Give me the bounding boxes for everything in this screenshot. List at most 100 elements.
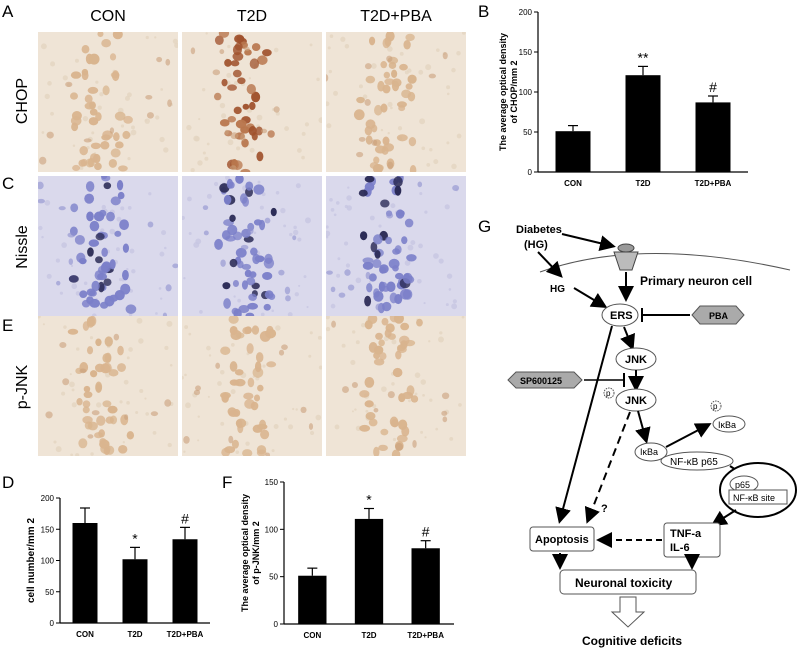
micrograph-pjnk-con [38, 316, 178, 456]
chart-f-xtick-label-1: T2D [361, 631, 376, 640]
chart-b-ylabel: The average optical density of CHOP/mm 2 [498, 33, 519, 151]
node-sp600125 [507, 371, 583, 389]
label-ikba: IκBa [640, 447, 658, 457]
chart-b-ytick-label-0: 0 [528, 168, 533, 177]
label-jnk: JNK [625, 354, 647, 366]
chart-b-bar-0 [555, 131, 591, 172]
chart-d-ylabel: cell number/mm 2 [26, 518, 37, 603]
chart-d-bar-2 [172, 539, 198, 623]
label-sp: SP600125 [520, 376, 562, 386]
label-cell: Primary neuron cell [640, 274, 752, 288]
chart-d-ytick-label-2: 100 [41, 557, 55, 566]
chart-d-sig-1: * [132, 530, 138, 546]
chart-b-bar-2 [695, 102, 731, 172]
chart-b-ytick-label-2: 100 [519, 88, 533, 97]
column-label-t2d-pba: T2D+PBA [360, 8, 432, 25]
node-ikba-phospho [712, 415, 746, 433]
receptor-icon [617, 243, 635, 253]
micrograph-chop-t2d-pba [326, 32, 466, 172]
node-neuronal-toxicity [559, 569, 697, 595]
chart-b-sig-2: # [709, 79, 717, 95]
label-nfkb-site: NF-κB site [733, 493, 775, 503]
label-apoptosis: Apoptosis [535, 534, 589, 546]
node-nfkb-p65 [660, 451, 734, 471]
chart-b: 0 50 100 150 200 CON ** T2D # T2D+PBA The average … [498, 8, 748, 188]
panel-label-f: F [222, 473, 233, 492]
row-label-pjnk: p-JNK [14, 364, 31, 410]
node-jnk-phospho [615, 388, 657, 412]
pathway-diagram: Diabetes (HG) HG Primary neuron cell ERS… [507, 224, 797, 648]
label-il6: IL-6 [670, 542, 690, 554]
chart-d-xtick-label-0: CON [76, 630, 94, 639]
chart-b-bar-1 [625, 75, 661, 172]
chart-b-sig-1: ** [638, 49, 649, 65]
chart-d-ytick-label-1: 50 [45, 588, 54, 597]
column-label-con: CON [90, 8, 126, 25]
node-ikba [634, 442, 668, 462]
svg-text:of p-JNK/mm 2: of p-JNK/mm 2 [251, 521, 261, 585]
chart-d-xtick-label-2: T2D+PBA [167, 630, 204, 639]
micrograph-nissle-t2d-pba [326, 176, 466, 316]
phospho-icon [603, 387, 615, 399]
svg-text:of CHOP/mm 2: of CHOP/mm 2 [509, 60, 519, 123]
panel-label-d: D [2, 473, 15, 492]
chart-b-xtick-label-1: T2D [635, 179, 650, 188]
chart-d-bar-1 [122, 559, 148, 623]
panel-label-g: G [478, 217, 492, 236]
chart-f-xtick-label-2: T2D+PBA [407, 631, 444, 640]
svg-text:The average optical density: The average optical density [498, 33, 508, 151]
label-jnk2: JNK [625, 395, 647, 407]
node-apoptosis [529, 526, 595, 552]
label-tnf: TNF-a [670, 528, 702, 540]
chart-f-sig-1: * [366, 492, 372, 508]
hollow-arrow-icon [610, 596, 646, 628]
chart-b-ytick-label-3: 150 [519, 48, 533, 57]
label-cognitive: Cognitive deficits [582, 634, 682, 648]
row-label-chop: CHOP [14, 77, 31, 125]
node-pba [691, 305, 745, 325]
svg-text:The average optical density: The average optical density [240, 494, 250, 612]
cell-membrane [539, 253, 791, 273]
chart-f-xtick-label-0: CON [303, 631, 321, 640]
micrograph-pjnk-t2d-pba [326, 316, 466, 456]
panel-label-b: B [478, 2, 490, 21]
label-toxicity: Neuronal toxicity [575, 576, 673, 590]
chart-d: 0 50 100 150 200 CON * T2D # T2D+PBA cell number/m… [26, 494, 210, 639]
chart-d-ytick-label-4: 200 [41, 494, 55, 503]
svg-text:cell number/mm 2: cell number/mm 2 [26, 518, 37, 603]
phospho-icon-2 [710, 400, 722, 412]
chart-f-ytick-label-0: 0 [274, 620, 279, 629]
column-label-t2d: T2D [236, 8, 268, 25]
chart-f-bar-2 [411, 548, 440, 624]
chart-d-ytick-label-3: 150 [41, 525, 55, 534]
label-hg-paren: (HG) [524, 239, 548, 251]
panel-label-a: A [2, 2, 14, 21]
chart-d-bar-0 [72, 523, 98, 623]
chart-b-ytick-label-1: 50 [523, 128, 532, 137]
label-ers: ERS [610, 310, 633, 322]
label-p65: p65 [735, 480, 750, 490]
chart-b-ytick-label-4: 200 [519, 8, 533, 17]
chart-b-xtick-label-2: T2D+PBA [695, 179, 732, 188]
micrograph-chop-t2d [182, 32, 322, 172]
chart-f-ytick-label-3: 150 [265, 478, 279, 487]
label-ikba-2: IκBa [718, 420, 736, 430]
chart-f-ylabel: The average optical density of p-JNK/mm 2 [240, 494, 261, 612]
chart-f-ytick-label-2: 100 [265, 525, 279, 534]
micrograph-pjnk-t2d [182, 316, 322, 456]
label-hg: HG [550, 284, 565, 295]
label-pba: PBA [709, 311, 729, 321]
chart-f: 0 50 100 150 CON * T2D # T2D+PBA The average opti… [240, 478, 454, 640]
micrograph-nissle-t2d [182, 176, 322, 316]
chart-d-sig-2: # [181, 510, 189, 526]
label-nfkb-p65: NF-κB p65 [670, 457, 718, 468]
panel-label-c: C [2, 174, 15, 193]
label-p-2: p [713, 402, 718, 411]
micrograph-nissle-con [38, 176, 178, 316]
node-nfkb-site [728, 489, 788, 505]
chart-f-bar-0 [298, 575, 327, 624]
label-p: p [606, 389, 611, 398]
panel-label-e: E [2, 316, 14, 335]
micrograph-chop-con [38, 32, 178, 172]
label-diabetes: Diabetes [516, 224, 562, 236]
